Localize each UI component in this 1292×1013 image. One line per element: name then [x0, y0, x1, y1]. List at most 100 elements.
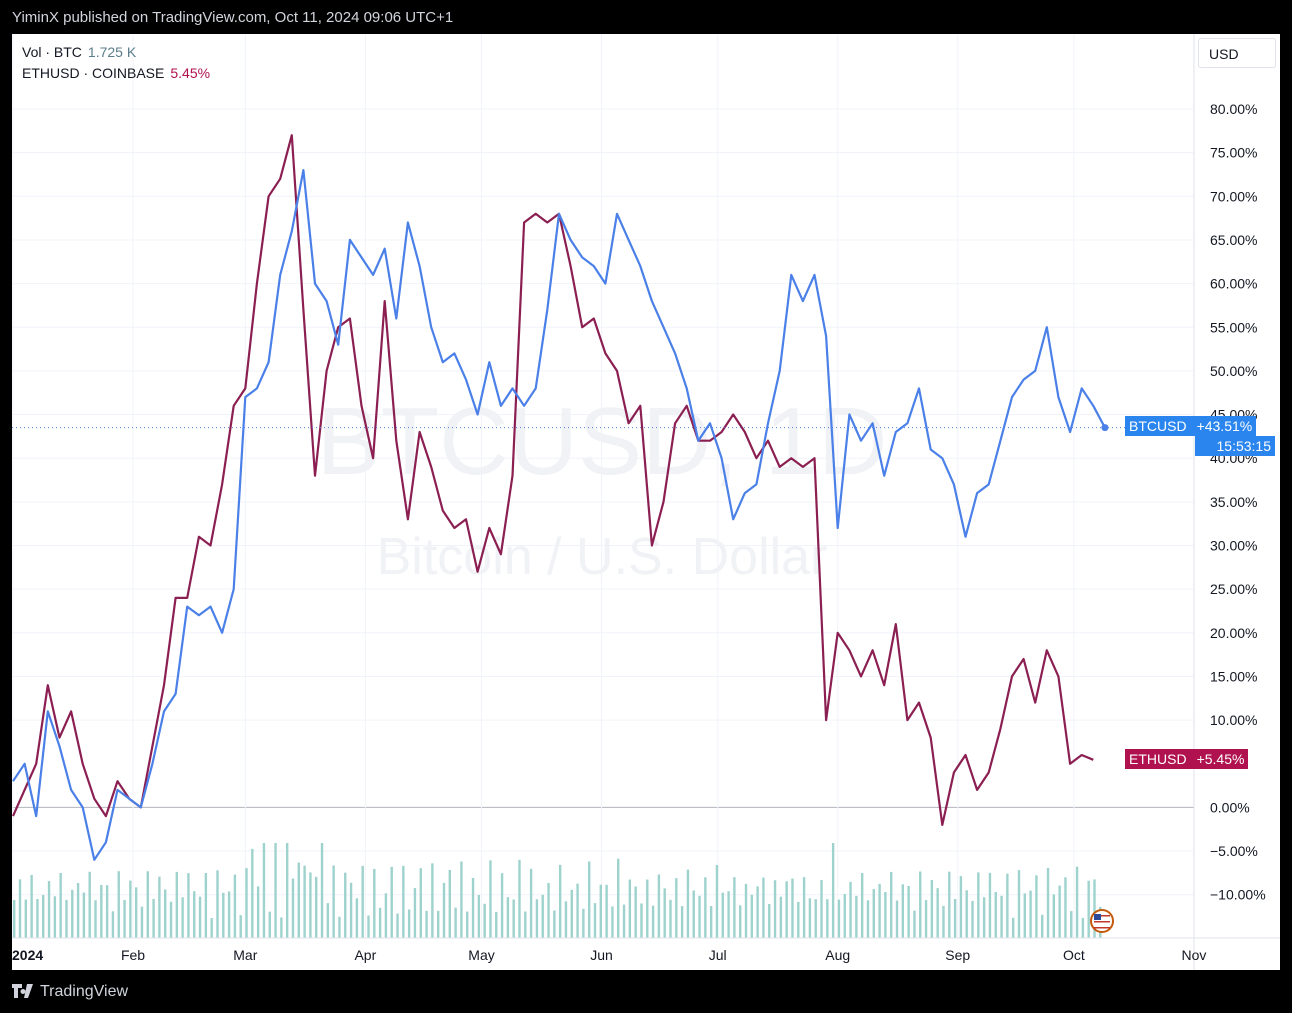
volume-bar: [164, 889, 167, 938]
volume-bar: [442, 882, 446, 938]
volume-bar: [605, 884, 608, 938]
y-tick-label: −10.00%: [1210, 887, 1266, 903]
volume-bar: [425, 910, 428, 938]
volume-bar: [140, 906, 144, 938]
volume-bar: [820, 880, 823, 938]
volume-bar: [390, 866, 393, 938]
chart-canvas[interactable]: BTCUSD, 1D Bitcoin / U.S. Dollar 80.00% 7…: [12, 34, 1280, 970]
volume-bar: [860, 873, 864, 938]
volume-bar: [640, 903, 643, 938]
volume-bar: [924, 900, 928, 938]
volume-bar: [919, 871, 922, 938]
volume-bar: [36, 898, 39, 938]
eth-label-name: ETHUSD: [1129, 751, 1187, 767]
volume-bar: [936, 888, 939, 938]
volume-bar: [419, 868, 422, 938]
volume-bars: [13, 843, 1102, 938]
volume-bar: [1058, 885, 1061, 938]
btc-countdown: 15:53:15: [1216, 438, 1272, 454]
volume-bar: [779, 896, 783, 938]
volume-bar: [384, 893, 388, 938]
volume-bar: [175, 871, 179, 938]
volume-bar: [1006, 873, 1009, 938]
volume-bar: [831, 843, 835, 938]
chart-panel[interactable]: BTCUSD, 1D Bitcoin / U.S. Dollar 80.00% 7…: [12, 34, 1280, 970]
x-tick-label: Sep: [945, 947, 970, 963]
volume-bar: [413, 888, 417, 938]
currency-button[interactable]: USD: [1198, 38, 1276, 68]
volume-bar: [1070, 911, 1073, 938]
volume-bar: [477, 894, 481, 938]
x-tick-label: May: [468, 947, 494, 963]
btc-label-name: BTCUSD: [1129, 418, 1187, 434]
volume-bar: [204, 873, 208, 938]
volume-bar: [826, 899, 829, 938]
volume-bar: [30, 874, 33, 938]
published-header: YiminX published on TradingView.com, Oct…: [0, 0, 1292, 34]
volume-bar: [901, 884, 905, 938]
volume-bar: [158, 876, 161, 938]
volume-bar: [1035, 875, 1038, 938]
volume-bar: [982, 897, 986, 938]
volume-bar: [744, 883, 748, 938]
volume-bar: [431, 863, 434, 938]
volume-bar: [53, 896, 57, 938]
volume-bar: [930, 879, 934, 938]
volume-bar: [146, 871, 149, 938]
volume-bar: [129, 880, 132, 938]
volume-bar: [373, 868, 376, 938]
legend-eth[interactable]: ETHUSD · COINBASE 5.45%: [22, 65, 210, 81]
btc-label-value: +43.51%: [1196, 418, 1253, 434]
volume-bar: [251, 848, 254, 938]
volume-bar: [332, 865, 335, 938]
volume-bar: [762, 877, 765, 938]
volume-bar: [524, 911, 527, 938]
x-tick-label: Oct: [1063, 947, 1085, 963]
volume-bar: [483, 903, 486, 938]
x-tick-label: Mar: [233, 947, 257, 963]
y-tick-label: 30.00%: [1210, 538, 1257, 554]
volume-bar: [907, 886, 910, 938]
legend-eth-label: ETHUSD · COINBASE: [22, 65, 165, 81]
flag-stripe: [1094, 921, 1110, 923]
volume-bar: [268, 911, 271, 938]
volume-bar: [367, 915, 370, 938]
x-tick-label: Aug: [825, 947, 850, 963]
volume-bar: [245, 868, 248, 938]
volume-bar: [187, 873, 190, 938]
volume-bar: [1000, 895, 1003, 938]
series-lines: [12, 134, 1194, 861]
volume-bar: [117, 871, 120, 938]
volume-bar: [884, 891, 887, 938]
volume-bar: [855, 895, 858, 938]
volume-bar: [227, 891, 231, 938]
tradingview-brand[interactable]: TradingView: [40, 983, 129, 1000]
y-axis[interactable]: 80.00% 75.00% 70.00% 65.00% 60.00% 55.00% 50.0…: [1193, 34, 1266, 970]
legend-volume[interactable]: Vol · BTC 1.725 K: [22, 44, 136, 60]
volume-bar: [1075, 866, 1079, 938]
volume-bar: [448, 869, 451, 938]
volume-bar: [344, 872, 347, 938]
events-flag-icon[interactable]: [1090, 909, 1114, 933]
volume-bar: [709, 906, 713, 938]
volume-bar: [280, 917, 283, 938]
volume-bar: [756, 886, 759, 938]
volume-bar: [105, 885, 109, 938]
volume-bar: [686, 869, 690, 938]
volume-bar: [82, 892, 86, 938]
volume-bar: [315, 876, 318, 938]
volume-bar: [587, 861, 591, 938]
volume-bar: [169, 901, 173, 938]
x-axis[interactable]: 2024 Feb Mar Apr May Jun Jul Aug Sep Oct Nov: [12, 937, 1280, 963]
tradingview-logo-icon[interactable]: [12, 984, 36, 1000]
volume-bar: [338, 916, 341, 938]
flag-canton: [1094, 914, 1101, 920]
volume-bar: [111, 911, 115, 938]
eth-price-label: ETHUSD +5.45%: [1125, 749, 1249, 769]
volume-bar: [239, 915, 242, 938]
volume-bar: [256, 886, 260, 938]
volume-bar: [349, 882, 353, 938]
volume-bar: [965, 890, 968, 938]
volume-bar: [216, 870, 219, 938]
volume-bar: [599, 884, 603, 938]
